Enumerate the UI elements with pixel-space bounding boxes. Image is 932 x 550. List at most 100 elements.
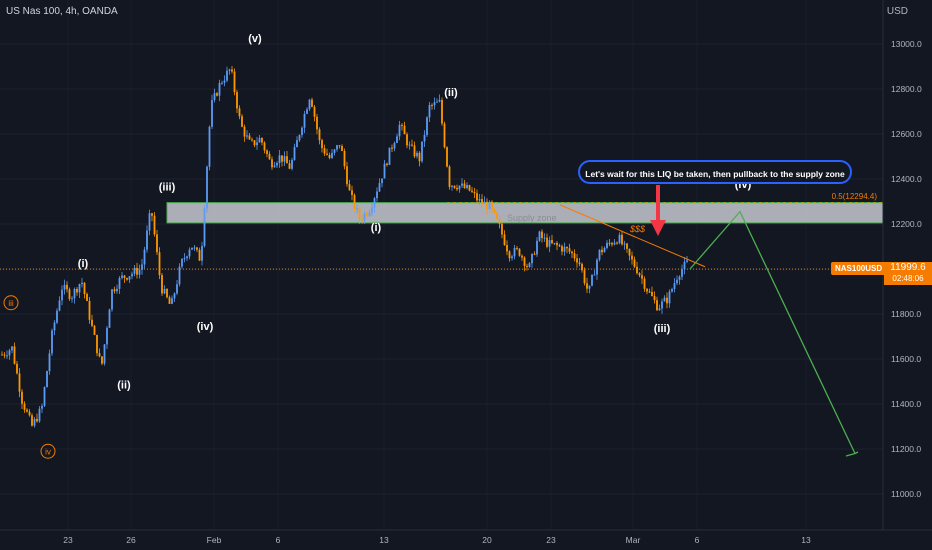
y-tick-label: 12600.0 [891, 129, 922, 139]
candle-body [6, 355, 8, 357]
candle-body [256, 142, 258, 146]
candle-body [686, 260, 688, 262]
candle-body [483, 201, 486, 204]
candle-body [388, 147, 391, 165]
candle-body [541, 231, 543, 238]
candle-body [198, 249, 201, 261]
candle-body [568, 248, 571, 252]
candle-body [603, 247, 606, 253]
candle-body [36, 418, 38, 422]
candle-body [533, 253, 536, 255]
candle-body [496, 212, 498, 219]
candle-body [91, 319, 93, 326]
candle-body [21, 391, 23, 404]
candle-body [346, 166, 348, 185]
candle-body [588, 285, 591, 289]
candle-body [683, 261, 686, 270]
candle-body [258, 138, 261, 143]
candle-body [556, 242, 558, 246]
candle-body [68, 289, 71, 299]
candle-body [516, 247, 518, 249]
candle-body [31, 415, 33, 426]
candle-body [503, 234, 506, 246]
candle-body [661, 301, 663, 309]
candle-body [186, 256, 188, 259]
candle-body [668, 291, 671, 304]
candle-body [86, 293, 88, 301]
candle-body [171, 298, 173, 304]
candle-body [103, 344, 106, 364]
candle-body [458, 185, 461, 190]
x-tick-label: Feb [207, 535, 222, 545]
candle-body [651, 291, 653, 297]
candle-body [281, 155, 283, 162]
candle-body [631, 255, 633, 260]
wave-label: (i) [78, 258, 89, 270]
candle-body [296, 140, 298, 148]
candle-body [301, 127, 303, 136]
candle-body [401, 124, 403, 126]
candle-body [391, 147, 393, 149]
candle-body [16, 363, 18, 374]
candle-body [563, 246, 566, 252]
candle-body [628, 248, 631, 256]
candle-body [183, 258, 186, 260]
candle-body [511, 256, 513, 259]
candle-body [3, 354, 6, 356]
candles [1, 66, 688, 428]
wave-label: (v) [248, 33, 262, 45]
candle-body [293, 147, 296, 160]
candle-body [323, 148, 326, 154]
candle-body [313, 106, 316, 117]
candle-body [398, 124, 401, 137]
y-tick-label: 11400.0 [891, 399, 921, 409]
candle-body [291, 159, 293, 169]
candle-body [53, 322, 56, 331]
annotation-callout[interactable]: Let's wait for this LIQ be taken, then p… [578, 160, 852, 184]
overlays: $$$ [559, 185, 859, 457]
candle-body [373, 198, 376, 208]
candle-body [128, 276, 131, 280]
candle-body [508, 251, 511, 259]
candle-body [156, 234, 158, 253]
candle-body [493, 208, 496, 213]
projection-path [689, 210, 856, 454]
candle-body [543, 237, 546, 239]
candle-body [598, 249, 601, 260]
x-tick-label: 13 [379, 535, 389, 545]
candle-body [441, 100, 443, 124]
candle-body [523, 257, 526, 267]
candle-body [351, 190, 353, 196]
candle-body [298, 135, 301, 141]
candle-body [626, 243, 628, 249]
candle-body [306, 109, 308, 114]
candle-body [308, 99, 311, 110]
candle-body [328, 154, 331, 158]
candle-body [131, 273, 133, 277]
candle-body [663, 297, 666, 302]
supply-zone-label: Supply zone [507, 213, 557, 223]
candle-body [311, 99, 313, 107]
candle-body [531, 253, 533, 264]
candle-body [553, 242, 556, 244]
candle-body [548, 240, 551, 247]
candle-body [671, 288, 673, 292]
candle-body [518, 248, 521, 256]
candle-body [473, 191, 476, 194]
candle-body [566, 246, 568, 249]
candle-body [476, 193, 478, 201]
candle-body [213, 93, 216, 101]
candle-body [336, 145, 338, 150]
candle-body [201, 245, 203, 261]
candle-body [58, 300, 61, 311]
candle-body [411, 144, 413, 146]
candle-body [43, 387, 46, 406]
candle-body [528, 263, 531, 267]
candle-body [138, 269, 141, 275]
candle-body [571, 251, 573, 254]
y-tick-label: 12400.0 [891, 174, 922, 184]
candle-body [338, 145, 341, 147]
candle-body [136, 267, 138, 275]
y-tick-label: 11800.0 [891, 309, 921, 319]
